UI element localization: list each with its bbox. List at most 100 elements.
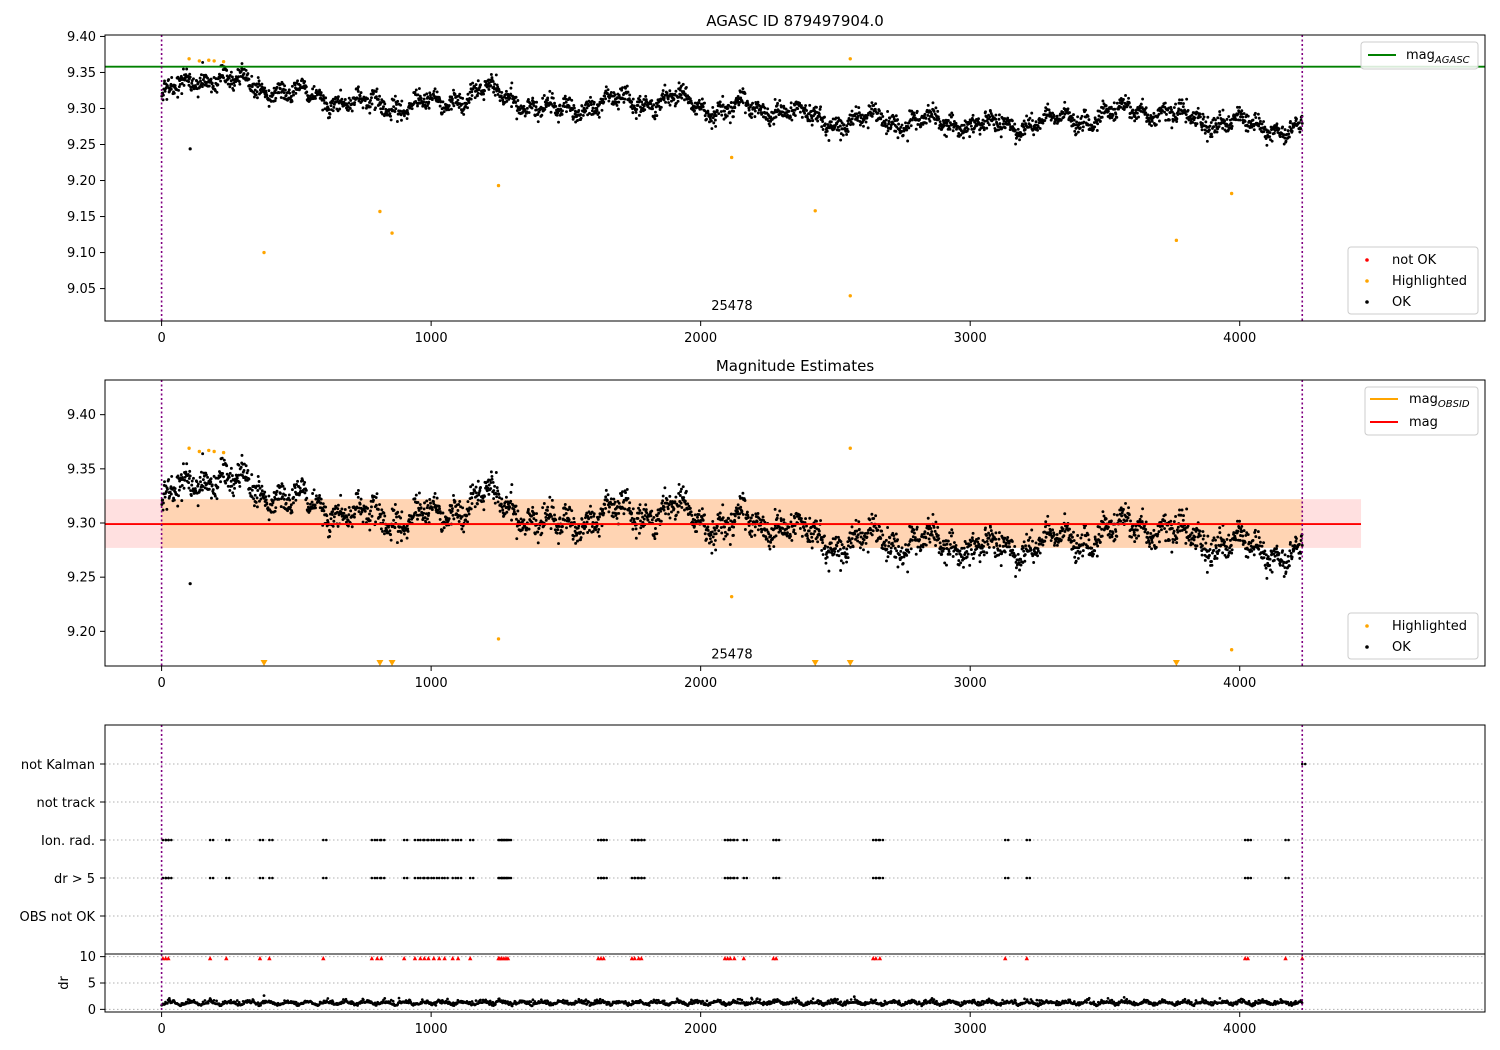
panel2-ok-point [1059,538,1063,542]
panel2-ok-point [743,499,747,502]
panel1-ok-point [919,124,923,128]
panel1-ok-point [870,101,874,105]
panel1-ok-point [527,111,531,115]
panel2-ok-point [393,503,397,506]
panel2-ok-point [176,474,180,478]
panel2-ok-point [641,520,645,524]
panel2-ok-point [892,537,896,541]
panel2-ok-point [204,473,208,477]
panel2-ok-point [805,524,808,528]
panel2-ok-point [422,511,426,515]
panel2-ok-point [792,528,796,532]
panel1-ok-point [447,108,451,112]
panel1-ok-point [1243,119,1247,123]
panel1-ok-point [374,95,378,99]
panel1-ok-point [709,119,713,123]
panel1-ok-point [1126,103,1130,107]
panel2-ok-point [604,488,608,492]
panel2-ok-point [198,488,202,492]
panel2-ok-point [703,524,707,528]
panel2-ok-point [748,519,752,523]
panel1-ok-point [650,99,654,102]
panel2-ok-point [866,531,870,535]
panel1-ok-point [606,88,610,92]
panel1-ok-point [1030,111,1034,115]
panel1-ok-point [1022,119,1026,123]
panel1-ok-point [756,100,760,104]
panel1-ok-point [971,130,975,134]
panel2-ok-point [821,541,825,545]
panel1-ok-point [817,112,821,116]
panel1-ok-point [1185,97,1189,101]
panel2-ok-point [596,517,600,521]
panel2-ok-point [267,518,271,522]
panel1-ok-point [188,75,192,79]
panel2-ok-point [668,494,672,498]
panel1-ok-point [1277,127,1281,131]
panel2-ok-point [428,497,432,501]
panel2-ok-point [563,518,567,522]
panel2-ok-point [662,505,666,509]
panel1-ok-point [701,105,705,109]
panel1-ok-point [1178,98,1181,102]
panel2-ok-point [206,475,210,479]
panel2-ok-point [615,516,619,520]
panel1-ok-point [968,135,972,139]
panel2-ok-point [844,556,848,559]
panel2-ok-point [331,524,335,528]
panel1-ok-point [746,103,750,107]
panel2-ok-point [590,525,594,528]
panel1-ok-point [263,86,267,90]
panel1-ok-point [189,85,193,89]
panel1-ok-point [1174,102,1178,106]
panel2-ok-point [281,495,284,499]
panel2-ok-point [827,569,831,573]
panel2-ok-point [958,549,962,553]
panel1-ok-point [718,100,722,104]
panel2-ok-point [263,490,267,494]
panel1-ok-point [370,102,374,106]
panel2-ok-point [676,510,680,514]
panel1-legend-point-label: Highlighted [1392,274,1467,289]
panel1-ok-point [328,112,332,116]
panel1-ok-point [400,99,404,103]
panel1-ok-point [393,94,397,98]
panel1-ok-point [838,124,842,128]
panel1-ok-point [1022,125,1026,129]
panel1-ok-point [180,92,184,96]
panel2-ok-point [894,532,898,536]
panel2-ok-point [516,509,520,513]
panel1-ok-point [470,94,474,97]
panel1-ok-point [388,112,392,116]
panel2-ok-point [242,468,246,472]
panel2-ok-point [400,539,403,543]
panel1-ok-point [703,101,706,105]
panel2-ok-point [325,514,329,518]
panel1-ok-point [423,93,426,97]
panel1-highlighted-point [496,183,501,188]
panel1-ok-point [998,122,1002,126]
panel2-ok-point [906,548,910,552]
panel1-ok-point [825,129,829,133]
panel2-ok-point [936,534,940,537]
panel2-ok-point [1024,544,1028,548]
panel1-ok-point [1229,121,1233,125]
panel1-ok-point [776,101,780,105]
panel2-ok-point [250,473,254,477]
panel1-ok-point [837,128,841,132]
panel2-ok-point [825,555,829,559]
panel2-ok-point [834,535,838,539]
panel2-ok-point [490,477,494,481]
panel1-ok-point [624,86,627,90]
panel2-ok-point [303,480,307,484]
panel2-ok-point [589,504,592,508]
panel2-ok-point [207,487,211,491]
panel1-ok-point [342,100,346,104]
panel2-ok-point [214,476,218,480]
panel1-ok-point [849,123,852,127]
panel1-ok-point [495,83,499,87]
panel1-ok-point [283,88,287,92]
panel1-ok-point [580,104,584,108]
panel2-ok-point [279,505,283,509]
panel1-ok-point [703,109,707,113]
